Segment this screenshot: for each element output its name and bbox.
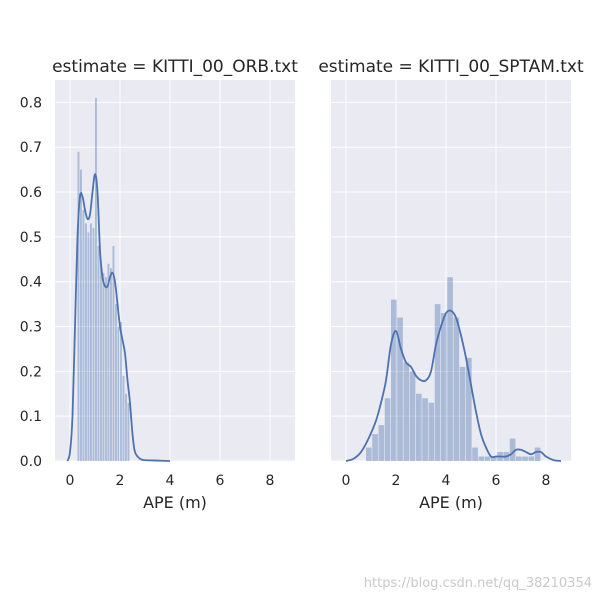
x-tick-label: 6	[492, 473, 501, 489]
x-tick-label: 0	[66, 473, 75, 489]
histogram-bar	[384, 398, 391, 461]
histogram-bar	[484, 456, 491, 461]
subplot-title: estimate = KITTI_00_SPTAM.txt	[318, 57, 584, 77]
histogram-bar	[117, 326, 120, 461]
histogram-bar	[434, 304, 441, 461]
histogram-bar	[366, 447, 372, 461]
histogram-bar	[125, 393, 127, 461]
grid-lines	[331, 80, 571, 462]
histogram-bar	[80, 169, 82, 461]
histogram-bar	[428, 402, 435, 461]
x-tick-label: 8	[542, 473, 551, 489]
histogram-bar	[100, 263, 102, 461]
histogram-bar	[107, 263, 110, 461]
kde-curve	[66, 173, 171, 462]
x-tick-label: 6	[216, 473, 225, 489]
histogram-bar	[453, 317, 460, 461]
histogram-bar	[82, 209, 85, 461]
y-tick-label: 0.7	[20, 140, 42, 156]
histogram-bar	[102, 272, 105, 461]
x-tick-label: 2	[116, 473, 125, 489]
y-tick-label: 0.8	[20, 95, 42, 111]
histogram-bar	[509, 438, 516, 461]
x-axis-label: APE (m)	[143, 493, 207, 512]
x-tick-labels: 0 2 4 6 8	[342, 473, 551, 489]
histogram-bar	[127, 402, 130, 461]
histogram-bar	[87, 232, 90, 461]
histogram-bar	[459, 366, 466, 461]
x-axis-label: APE (m)	[419, 493, 483, 512]
x-tick-labels: 0 2 4 6 8	[66, 473, 275, 489]
histogram-bar	[92, 227, 95, 461]
histogram-bar	[516, 456, 522, 461]
histogram-bar	[522, 456, 528, 461]
plot-background	[55, 80, 295, 461]
y-tick-label: 0.4	[20, 275, 42, 291]
histogram-bar	[466, 357, 472, 461]
histogram-bar	[397, 317, 403, 461]
histogram-bar	[120, 322, 122, 461]
histogram-bars	[366, 277, 541, 461]
histogram-bar	[95, 97, 97, 461]
kde-curve	[345, 309, 562, 462]
histogram-bar	[491, 456, 497, 461]
histogram-bar	[85, 223, 87, 461]
x-tick-label: 4	[442, 473, 451, 489]
histogram-bar	[105, 277, 107, 461]
histogram-bar	[478, 456, 485, 461]
histogram-bar	[422, 398, 428, 461]
x-tick-label: 4	[166, 473, 175, 489]
histogram-bar	[403, 362, 410, 461]
histogram-bar	[115, 304, 117, 461]
y-tick-labels: 0.0 0.1 0.2 0.3 0.4 0.5 0.6 0.7 0.8	[20, 95, 42, 470]
plot-background	[331, 80, 571, 461]
y-tick-label: 0.6	[20, 185, 42, 201]
histogram-bar	[416, 393, 422, 461]
histogram-bar	[378, 425, 385, 461]
grid-lines	[55, 80, 295, 462]
histogram-bar	[472, 447, 478, 461]
y-tick-label: 0.2	[20, 364, 42, 380]
histogram-bar	[528, 456, 535, 461]
histogram-bar	[110, 268, 112, 461]
histogram-bar	[441, 313, 447, 461]
histogram-bar	[409, 371, 416, 461]
histogram-bar	[77, 151, 80, 461]
histogram-bar	[90, 223, 92, 461]
histogram-bar	[391, 299, 397, 461]
subplot-sptam: 0 2 4 6 8 estimate = KITTI_00_SPTAM.txt APE …	[318, 57, 584, 512]
subplot-orb: 0 2 4 6 8 0.0 0.1 0.2 0.3 0.4 0.5 0.6 0.7 0.8 estima…	[20, 57, 298, 512]
x-tick-label: 8	[266, 473, 275, 489]
watermark-text: https://blog.csdn.net/qq_38210354	[364, 576, 592, 591]
y-tick-label: 0.3	[20, 320, 42, 336]
histogram-bar	[112, 245, 115, 461]
histogram-bar	[372, 434, 378, 461]
subplot-title: estimate = KITTI_00_ORB.txt	[52, 57, 298, 77]
histogram-bar	[447, 277, 453, 461]
y-tick-label: 0.0	[20, 454, 42, 470]
x-tick-label: 2	[392, 473, 401, 489]
histogram-bar	[122, 375, 125, 461]
x-tick-label: 0	[342, 473, 351, 489]
histogram-bars	[77, 97, 130, 461]
y-tick-label: 0.5	[20, 230, 42, 246]
histogram-bar	[534, 447, 541, 461]
histogram-bar	[97, 245, 100, 461]
y-tick-label: 0.1	[20, 409, 42, 425]
